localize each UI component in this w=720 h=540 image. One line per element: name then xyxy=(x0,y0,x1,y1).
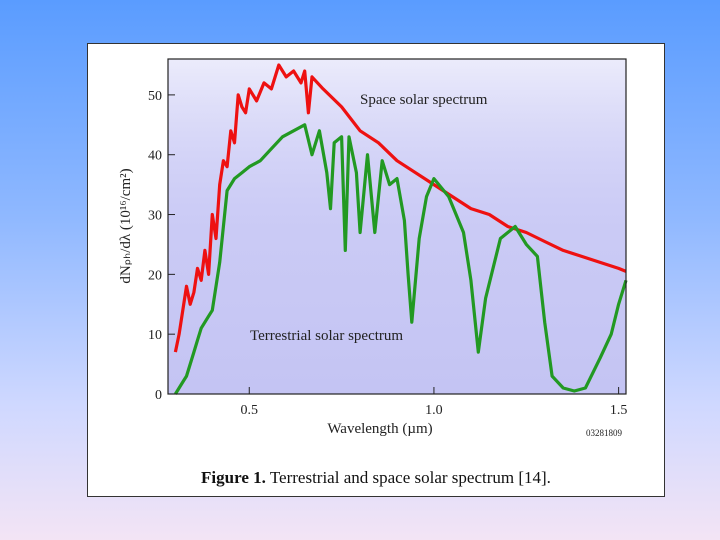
caption-text: Terrestrial and space solar spectrum [14… xyxy=(265,468,551,487)
y-tick-label: 40 xyxy=(148,149,162,164)
y-tick-label: 20 xyxy=(148,268,162,283)
x-axis-ticks: 0.5 1.0 1.5 xyxy=(241,387,628,418)
figure-code: 03281809 xyxy=(586,428,623,438)
caption-label: Figure 1. xyxy=(201,468,266,487)
y-axis-ticks: 0 10 20 30 40 50 xyxy=(148,89,175,403)
series-group xyxy=(173,63,628,395)
terrestrial-spectrum-label: Terrestrial solar spectrum xyxy=(250,328,403,344)
figure-caption: Figure 1. Terrestrial and space solar sp… xyxy=(88,468,664,488)
x-tick-label: 0.5 xyxy=(241,403,258,418)
plot-frame xyxy=(167,58,627,395)
space-spectrum-label: Space solar spectrum xyxy=(360,92,488,108)
x-axis-title: Wavelength (µm) xyxy=(327,421,432,437)
plot-area-gradient xyxy=(168,59,626,394)
space-spectrum-line xyxy=(173,63,627,353)
figure-card: 0 10 20 30 40 50 0.5 1.0 1.5 Space solar spectr… xyxy=(87,43,665,497)
y-axis-title: dNₚₕ/dλ (10¹⁶/cm²) xyxy=(118,168,134,283)
y-tick-label: 50 xyxy=(148,89,162,104)
y-tick-label: 0 xyxy=(155,388,162,403)
y-tick-label: 30 xyxy=(148,209,162,224)
solar-spectrum-chart: 0 10 20 30 40 50 0.5 1.0 1.5 Space solar spectr… xyxy=(118,58,628,438)
terrestrial-spectrum-line xyxy=(174,123,628,395)
y-tick-label: 10 xyxy=(148,328,162,343)
x-tick-label: 1.5 xyxy=(610,403,628,418)
x-tick-label: 1.0 xyxy=(425,403,443,418)
